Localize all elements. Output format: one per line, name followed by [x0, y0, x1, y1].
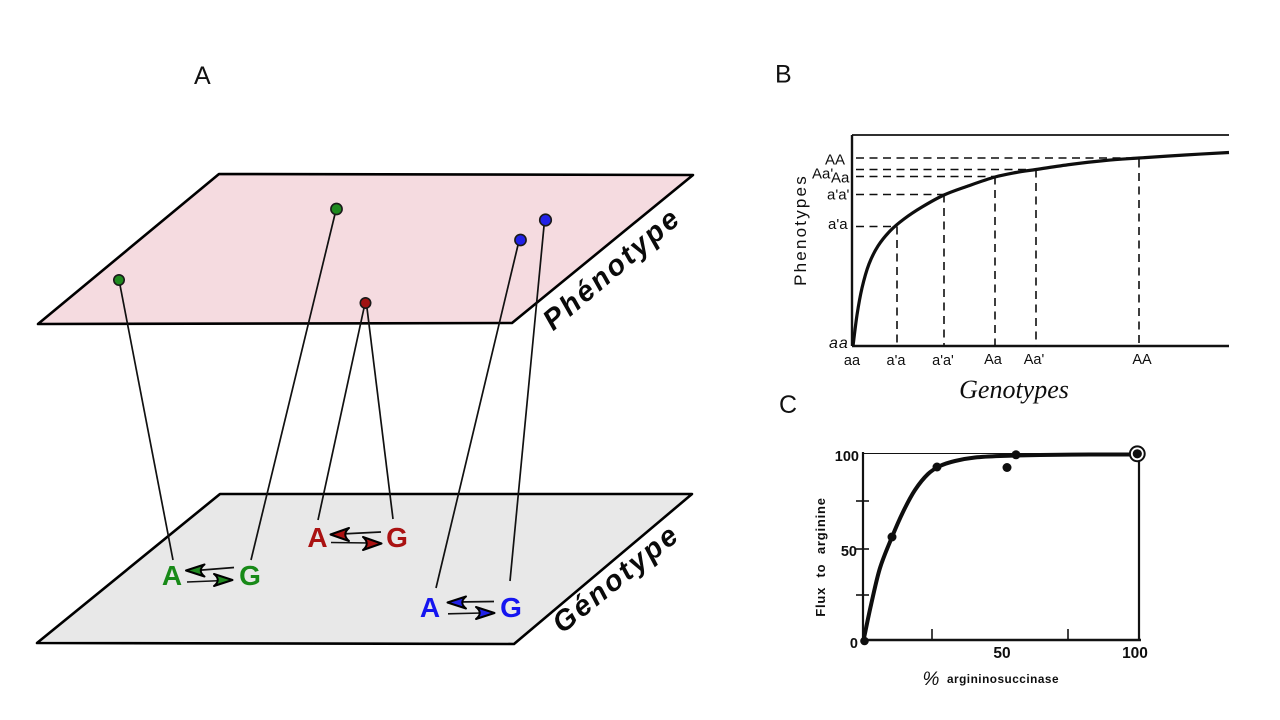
svg-text:aa: aa [844, 353, 861, 369]
svg-text:Aa': Aa' [1024, 352, 1045, 368]
svg-text:A: A [162, 560, 182, 591]
svg-text:Aa: Aa [831, 170, 850, 187]
svg-text:50: 50 [993, 645, 1010, 662]
svg-text:A: A [194, 62, 211, 90]
svg-text:0: 0 [850, 636, 858, 652]
svg-text:aa: aa [829, 335, 849, 352]
svg-text:Aa': Aa' [812, 166, 833, 183]
svg-text:B: B [775, 61, 792, 89]
svg-text:C: C [779, 391, 797, 419]
svg-text:AA: AA [825, 152, 845, 169]
svg-text:G: G [239, 560, 261, 591]
svg-text:Genotypes: Genotypes [959, 375, 1069, 404]
svg-text:100: 100 [835, 449, 859, 465]
svg-text:AA: AA [1132, 352, 1152, 368]
svg-text:a'a': a'a' [932, 353, 954, 369]
svg-text:argininosuccinase: argininosuccinase [947, 672, 1059, 686]
svg-text:Phenotypes: Phenotypes [791, 174, 810, 286]
svg-text:50: 50 [841, 544, 857, 560]
svg-text:A: A [307, 522, 327, 553]
svg-text:a'a': a'a' [827, 187, 850, 204]
svg-text:a'a: a'a [887, 353, 907, 369]
svg-text:a'a: a'a [828, 216, 848, 233]
svg-text:%: % [923, 669, 940, 690]
svg-text:G: G [386, 522, 408, 553]
svg-text:G: G [500, 592, 522, 623]
svg-text:Flux to arginine: Flux to arginine [813, 497, 828, 617]
svg-text:A: A [420, 592, 440, 623]
svg-text:100: 100 [1122, 645, 1148, 662]
svg-text:Aa: Aa [984, 352, 1003, 368]
